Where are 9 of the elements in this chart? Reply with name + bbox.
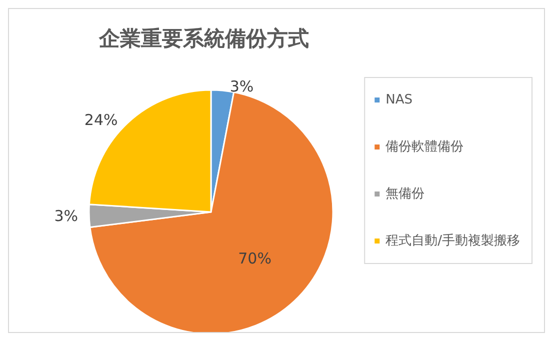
data-label: 3% [54,206,78,225]
legend-label: 無備份 [386,186,425,202]
data-label: 70% [238,250,272,268]
legend-label: 程式自動/手動複製搬移 [386,234,520,248]
data-label: 3% [230,78,254,96]
chart-title: 企業重要系統備份方式 [98,26,309,50]
data-label: 24% [84,111,118,130]
legend-label: 備份軟體備份 [386,140,464,154]
legend-label: NAS [386,92,412,108]
